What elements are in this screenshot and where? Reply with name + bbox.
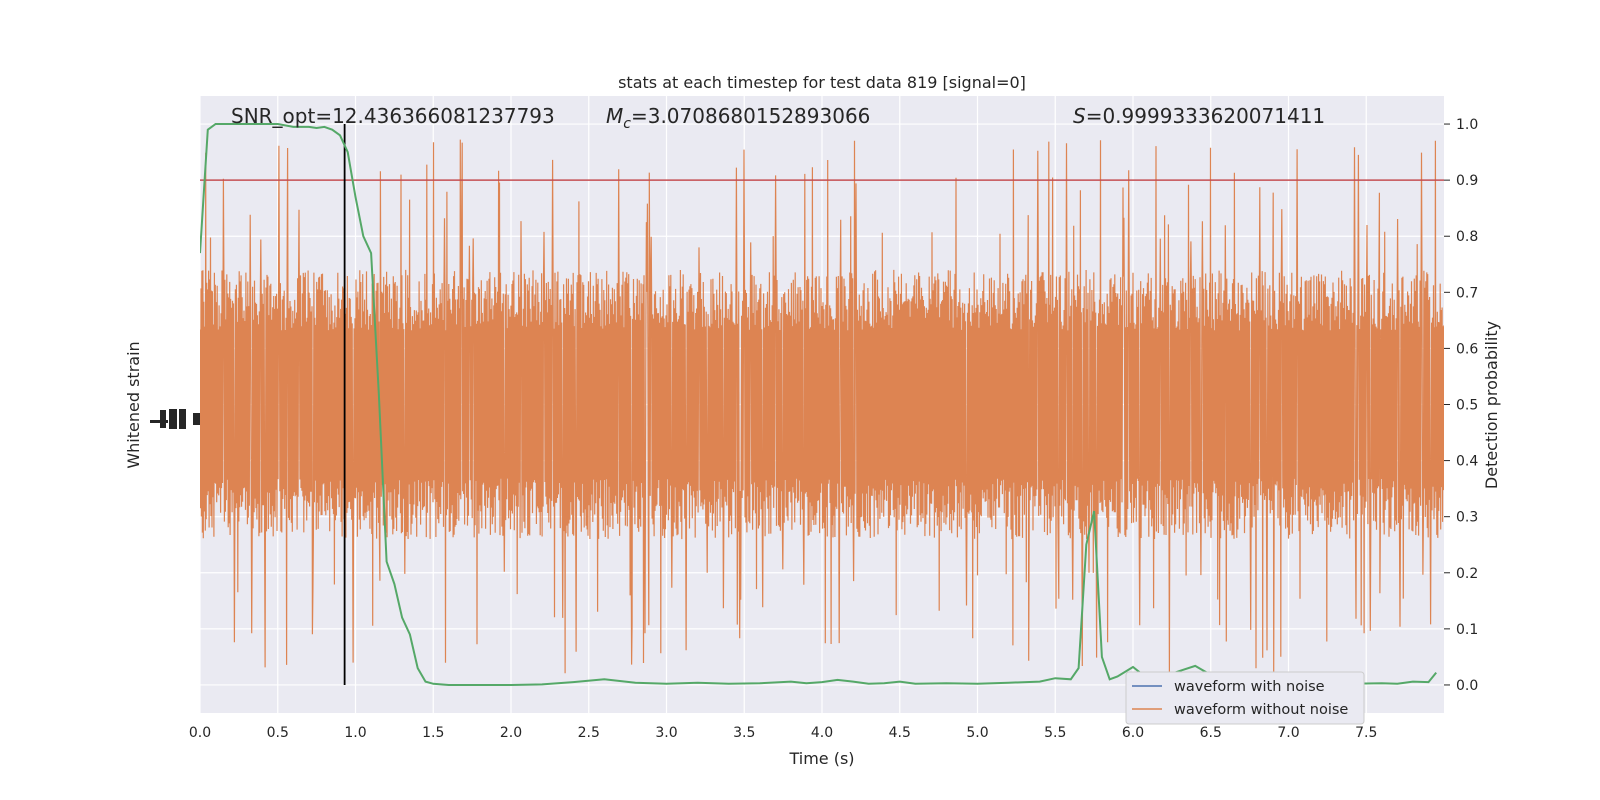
y-tick-label: 0.2: [1456, 566, 1478, 582]
strain-series: [200, 139, 1444, 674]
y-tick-label: 0.1: [1456, 622, 1478, 638]
x-tick-label: 6.0: [1122, 725, 1144, 741]
x-tick-label: 5.5: [1044, 725, 1066, 741]
x-tick-label: 4.0: [811, 725, 833, 741]
y-ticks-right: 0.0 0.1 0.2 0.3 0.4 0.5 0.6 0.7 0.8 0.9 1.0: [1444, 117, 1478, 694]
x-axis-label: Time (s): [788, 749, 854, 768]
y-tick-label: 0.8: [1456, 229, 1478, 245]
x-tick-label: 2.5: [578, 725, 600, 741]
legend-label-without-noise: waveform without noise: [1174, 702, 1348, 718]
x-tick-label: 3.0: [655, 725, 677, 741]
x-tick-label: 5.0: [966, 725, 988, 741]
x-tick-label: 6.5: [1200, 725, 1222, 741]
legend-label-with-noise: waveform with noise: [1174, 679, 1325, 695]
y-tick-label: 0.9: [1456, 173, 1478, 189]
x-tick-label: 3.5: [733, 725, 755, 741]
y-tick-label: 0.6: [1456, 341, 1478, 357]
x-tick-label: 4.5: [889, 725, 911, 741]
y-tick-label: 0.7: [1456, 285, 1478, 301]
y-tick-label: 1.0: [1456, 117, 1478, 133]
y-tick-label: 0.3: [1456, 510, 1478, 526]
waveform-without-noise-line: [200, 139, 1444, 674]
x-tick-label: 7.5: [1355, 725, 1377, 741]
x-tick-label: 0.0: [189, 725, 211, 741]
x-tick-label: 1.5: [422, 725, 444, 741]
chart-title: stats at each timestep for test data 819…: [618, 73, 1026, 92]
chirp-mass-annotation: Mc=3.0708680152893066: [606, 104, 870, 132]
y-axis-label-left: Whitened strain: [124, 341, 143, 468]
y-tick-label: 0.4: [1456, 454, 1478, 470]
x-tick-label: 0.5: [267, 725, 289, 741]
y-tick-label: 0.5: [1456, 398, 1478, 414]
y-tick-label: 0.0: [1456, 678, 1478, 694]
x-tick-label: 7.0: [1277, 725, 1299, 741]
x-ticks: 0.0 0.5 1.0 1.5 2.0 2.5 3.0 3.5 4.0 4.5 5.0 5.5 6.0 6…: [189, 725, 1378, 741]
x-tick-label: 1.0: [344, 725, 366, 741]
y-axis-label-right: Detection probability: [1482, 321, 1501, 489]
snr-annotation: SNR_opt=12.436366081237793: [231, 104, 555, 128]
x-tick-label: 2.0: [500, 725, 522, 741]
legend: waveform with noise waveform without noi…: [1125, 671, 1365, 725]
legend-box: [1125, 671, 1365, 725]
left-axis-collapsed-ticks: [150, 409, 200, 429]
score-annotation: S=0.9999333620071411: [1073, 104, 1325, 128]
